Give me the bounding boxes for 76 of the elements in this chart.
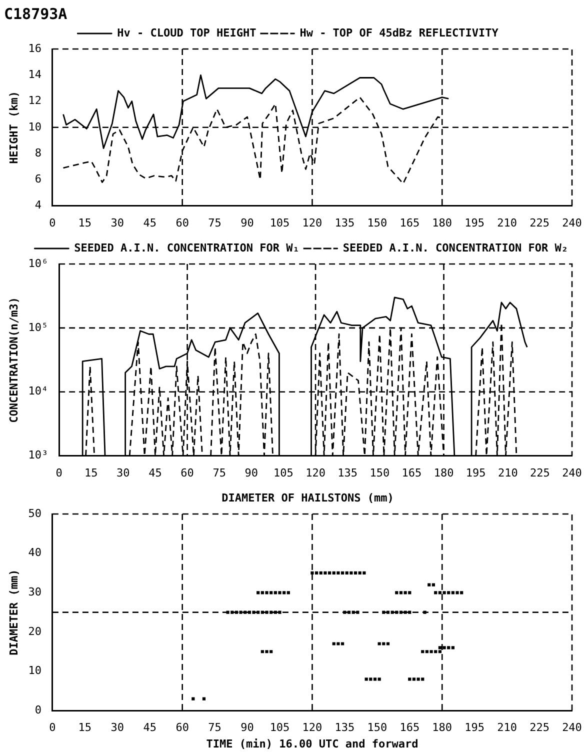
x-tick-label: 180 — [432, 721, 452, 734]
legend-label: SEEDED A.I.N. CONCENTRATION FOR W₁ — [74, 241, 300, 254]
x-tick-label: 15 — [84, 466, 98, 480]
x-tick-label: 195 — [464, 721, 485, 734]
x-tick-label: 30 — [116, 466, 130, 480]
x-tick-label: 45 — [148, 466, 162, 480]
y-axis-title: CONCENTRATION(n/m3) — [7, 296, 20, 423]
x-axis-title: TIME (min) 16.00 UTC and forward — [206, 737, 418, 750]
x-tick-label: 60 — [180, 466, 194, 480]
x-tick-label: 105 — [270, 216, 290, 230]
x-tick-label: 180 — [432, 216, 452, 230]
legend-label: Hw - TOP OF 45dBz REFLECTIVITY — [300, 26, 499, 40]
y-tick-label: 40 — [28, 546, 42, 560]
y-tick-label: 30 — [28, 586, 42, 598]
x-tick-label: 90 — [240, 216, 254, 230]
y-axis-title: HEIGHT (km) — [7, 90, 20, 164]
y-tick-label: 10³ — [28, 448, 48, 462]
x-tick-label: 150 — [367, 721, 388, 734]
x-tick-label: 210 — [497, 721, 517, 734]
x-tick-label: 75 — [208, 216, 222, 230]
y-axis-title: DIAMETER (mm) — [7, 569, 20, 656]
x-tick-label: 210 — [497, 216, 517, 230]
y-tick-label: 16 — [28, 42, 42, 55]
y-tick-label: 10⁴ — [28, 384, 48, 398]
x-tick-label: 150 — [367, 216, 388, 230]
y-tick-label: 10 — [28, 664, 42, 678]
x-tick-label: 60 — [176, 721, 189, 734]
legend-label: Hv - CLOUD TOP HEIGHT — [117, 26, 257, 40]
y-tick-label: 10 — [28, 120, 42, 134]
y-tick-label: 8 — [34, 146, 42, 160]
x-tick-label: 225 — [530, 466, 550, 480]
y-tick-label: 12 — [28, 94, 42, 108]
y-tick-label: 20 — [28, 624, 42, 638]
x-tick-label: 165 — [400, 721, 420, 734]
legend-label: SEEDED A.I.N. CONCENTRATION FOR W₂ — [342, 241, 568, 254]
y-tick-label: 6 — [34, 172, 42, 186]
y-tick-label: 10⁶ — [28, 256, 48, 270]
x-tick-label: 120 — [302, 216, 322, 230]
y-tick-label: 50 — [28, 506, 42, 520]
x-tick-label: 135 — [334, 216, 355, 230]
y-tick-label: 0 — [34, 703, 42, 716]
x-tick-label: 15 — [78, 216, 92, 230]
x-tick-label: 240 — [562, 721, 582, 734]
x-tick-label: 225 — [530, 216, 550, 230]
x-tick-label: 210 — [498, 466, 518, 480]
x-tick-label: 0 — [56, 466, 62, 480]
x-tick-label: 30 — [110, 721, 124, 734]
x-tick-label: 240 — [562, 216, 582, 230]
x-tick-label: 105 — [270, 721, 290, 734]
x-tick-label: 240 — [562, 466, 582, 480]
x-tick-label: 150 — [370, 466, 390, 480]
x-tick-label: 75 — [208, 721, 222, 734]
x-tick-label: 15 — [78, 721, 92, 734]
chart-title: C18793A — [4, 4, 68, 23]
y-tick-label: 14 — [28, 68, 42, 81]
x-tick-label: 105 — [274, 466, 294, 480]
x-tick-label: 120 — [302, 721, 322, 734]
x-tick-label: 30 — [110, 216, 124, 230]
x-tick-label: 75 — [212, 466, 226, 480]
x-tick-label: 195 — [466, 466, 486, 480]
x-tick-label: 45 — [143, 216, 156, 230]
x-tick-label: 135 — [338, 466, 358, 480]
x-tick-label: 120 — [306, 466, 326, 480]
x-tick-label: 90 — [240, 721, 254, 734]
x-tick-label: 165 — [400, 216, 420, 230]
x-tick-label: 195 — [464, 216, 485, 230]
x-tick-label: 135 — [334, 721, 355, 734]
x-tick-label: 90 — [244, 466, 258, 480]
y-tick-label: 4 — [34, 198, 42, 212]
x-tick-label: 45 — [143, 721, 156, 734]
x-tick-label: 180 — [434, 466, 454, 480]
text: DIAMETER OF HAILSTONS (mm) — [222, 491, 394, 504]
y-tick-label: 10⁵ — [28, 320, 48, 334]
x-tick-label: 165 — [402, 466, 422, 480]
x-tick-label: 60 — [176, 216, 189, 230]
x-tick-label: 225 — [530, 721, 550, 734]
